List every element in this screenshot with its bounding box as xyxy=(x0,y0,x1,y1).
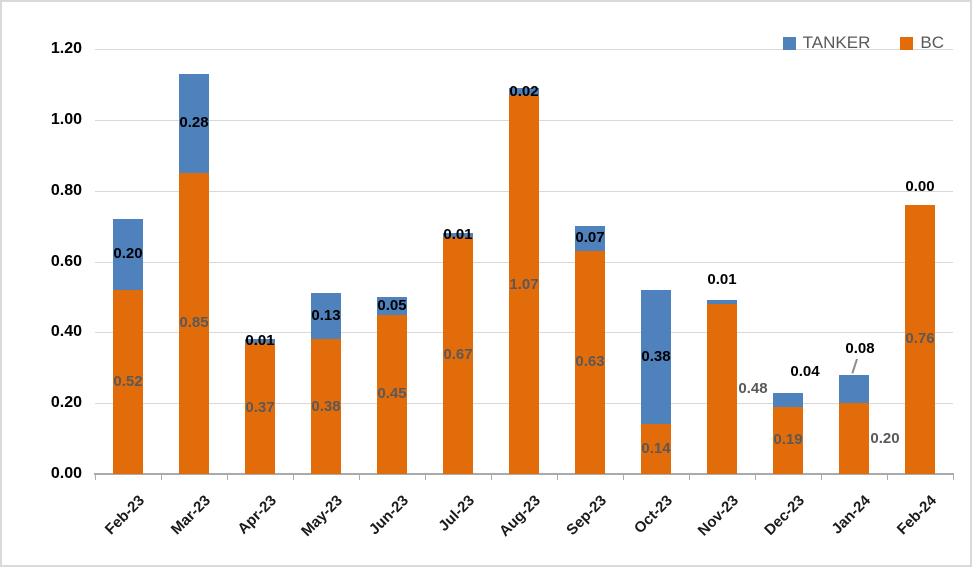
x-axis-tick xyxy=(953,474,954,480)
bc-bar-segment xyxy=(641,424,671,474)
tanker-bar-segment xyxy=(377,296,407,315)
y-axis-tick-label: 0.40 xyxy=(50,323,82,341)
tanker-bar-segment xyxy=(575,226,605,251)
bc-legend-swatch-icon xyxy=(900,36,914,50)
bc-data-label: 0.14 xyxy=(641,440,671,458)
tanker-data-label: 0.38 xyxy=(641,348,671,366)
x-axis-tick xyxy=(623,474,624,480)
tanker-bar-segment xyxy=(839,374,869,404)
bc-data-label: 0.45 xyxy=(377,385,407,403)
tanker-bar-segment xyxy=(245,339,275,343)
x-axis-category-label: Apr-23 xyxy=(234,492,281,538)
tanker-data-label: 0.05 xyxy=(377,296,407,314)
y-axis-tick-label: 0.20 xyxy=(50,394,82,412)
bc-bar-segment xyxy=(443,236,473,474)
tanker-bar-segment xyxy=(179,73,209,173)
bc-data-label: 0.48 xyxy=(738,380,768,397)
tanker-legend-label: TANKER xyxy=(802,33,871,52)
tanker-bar-segment xyxy=(311,293,341,340)
tanker-data-label: 0.01 xyxy=(245,332,275,350)
x-axis-tick xyxy=(95,474,96,480)
x-axis-tick xyxy=(755,474,756,480)
bc-bar-segment xyxy=(839,403,869,474)
x-axis-tick xyxy=(491,474,492,480)
bc-data-label: 0.52 xyxy=(113,372,143,390)
x-axis-category-label: Jul-23 xyxy=(435,492,479,535)
tanker-data-label: 0.28 xyxy=(179,114,209,132)
x-axis-tick xyxy=(293,474,294,480)
bc-legend-label: BC xyxy=(920,33,944,52)
y-axis-tick-label: 0.80 xyxy=(50,181,82,199)
tanker-data-label: 0.01 xyxy=(707,271,737,289)
label-leader-line xyxy=(851,358,858,374)
tanker-bar-segment xyxy=(641,289,671,425)
bc-data-label: 0.20 xyxy=(870,429,900,447)
tanker-legend-swatch-icon xyxy=(782,36,796,50)
tanker-data-label: 0.04 xyxy=(790,362,820,380)
tanker-bar-segment xyxy=(443,233,473,237)
x-axis-tick xyxy=(689,474,690,480)
x-axis-category-label: Dec-23 xyxy=(761,492,809,539)
legend-item-tanker: TANKER xyxy=(782,33,871,53)
bc-bar-segment xyxy=(311,339,341,474)
x-axis-category-label: Aug-23 xyxy=(496,492,545,540)
x-axis-tick xyxy=(821,474,822,480)
bc-bar-segment xyxy=(509,95,539,474)
legend-item-bc: BC xyxy=(900,33,944,53)
x-axis-category-label: Jan-24 xyxy=(828,492,875,538)
bc-bar-segment xyxy=(377,314,407,474)
x-axis-tick xyxy=(227,474,228,480)
y-axis-tick-label: 0.60 xyxy=(50,252,82,270)
tanker-bar-segment xyxy=(773,392,803,407)
x-axis-category-label: Oct-23 xyxy=(630,492,677,538)
gridline xyxy=(95,49,953,50)
tanker-bar-segment xyxy=(113,219,143,290)
x-axis-tick xyxy=(161,474,162,480)
tanker-data-label: 0.07 xyxy=(575,229,605,247)
tanker-data-label: 0.01 xyxy=(443,225,473,243)
bc-data-label: 0.85 xyxy=(179,314,209,332)
tanker-data-label: 0.00 xyxy=(905,177,935,195)
bc-bar-segment xyxy=(113,289,143,474)
tanker-bar-segment xyxy=(509,87,539,96)
bc-bar-segment xyxy=(245,342,275,474)
bc-data-label: 0.67 xyxy=(443,346,473,364)
bc-data-label: 1.07 xyxy=(509,275,539,293)
bc-data-label: 0.19 xyxy=(773,431,803,449)
bc-data-label: 0.76 xyxy=(905,330,935,348)
bc-bar-segment xyxy=(707,304,737,474)
bc-data-label: 0.63 xyxy=(575,353,605,371)
bc-data-label: 0.37 xyxy=(245,399,275,417)
x-axis-category-label: May-23 xyxy=(298,492,347,540)
x-axis-category-label: Mar-23 xyxy=(167,492,215,539)
tanker-data-label: 0.13 xyxy=(311,307,341,325)
tanker-data-label: 0.08 xyxy=(845,340,875,357)
y-axis-tick-label: 1.20 xyxy=(50,40,82,57)
bc-bar-segment xyxy=(179,172,209,474)
x-axis-tick xyxy=(557,474,558,480)
x-axis-line xyxy=(94,473,954,475)
x-axis-category-label: Sep-23 xyxy=(563,492,611,539)
bc-data-label: 0.38 xyxy=(311,397,341,415)
x-axis-category-label: Feb-24 xyxy=(893,492,941,539)
x-axis-tick xyxy=(887,474,888,480)
bc-bar-segment xyxy=(905,204,935,474)
x-axis-category-label: Jun-23 xyxy=(365,492,413,539)
tanker-bar-segment xyxy=(707,300,737,304)
y-axis-tick-label: 1.00 xyxy=(50,110,82,128)
x-axis-tick xyxy=(425,474,426,480)
y-axis-tick-label: 0.00 xyxy=(50,465,82,482)
x-axis-category-label: Nov-23 xyxy=(694,492,743,540)
bc-bar-segment xyxy=(773,406,803,474)
x-axis-category-label: Feb-23 xyxy=(101,492,149,539)
bc-bar-segment xyxy=(575,250,605,474)
legend: TANKER BC xyxy=(782,33,944,53)
tanker-data-label: 0.02 xyxy=(509,82,539,100)
x-axis-tick xyxy=(359,474,360,480)
tanker-data-label: 0.20 xyxy=(113,245,143,263)
